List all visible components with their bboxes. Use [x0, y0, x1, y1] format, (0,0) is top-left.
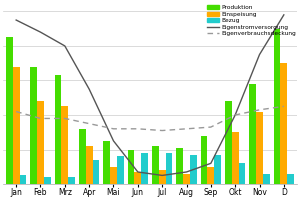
Bar — [238, 163, 245, 184]
Bar — [128, 150, 134, 184]
Bar — [117, 156, 124, 184]
Bar — [232, 132, 238, 184]
Legend: Produktion, Einspeisung, Bezug, Eigenstromversorgung, Eigenverbrauchsdeckung: Produktion, Einspeisung, Bezug, Eigenstr… — [206, 4, 297, 37]
Bar — [176, 148, 183, 184]
Bar — [20, 175, 26, 184]
Bar — [93, 160, 99, 184]
Bar — [141, 153, 148, 184]
Bar — [13, 67, 20, 184]
Bar — [274, 29, 280, 184]
Bar — [6, 37, 13, 184]
Bar — [134, 172, 141, 184]
Bar — [44, 177, 51, 184]
Bar — [152, 146, 159, 184]
Bar — [159, 170, 166, 184]
Bar — [249, 84, 256, 184]
Bar — [214, 155, 221, 184]
Bar — [61, 106, 68, 184]
Bar — [287, 174, 294, 184]
Bar — [280, 63, 287, 184]
Bar — [37, 101, 44, 184]
Bar — [79, 129, 86, 184]
Bar — [166, 153, 172, 184]
Bar — [110, 167, 117, 184]
Bar — [86, 146, 93, 184]
Bar — [263, 174, 270, 184]
Bar — [190, 155, 197, 184]
Bar — [55, 75, 62, 184]
Bar — [68, 177, 75, 184]
Bar — [30, 67, 37, 184]
Bar — [207, 167, 214, 184]
Bar — [225, 101, 232, 184]
Bar — [183, 174, 190, 184]
Bar — [256, 112, 263, 184]
Bar — [103, 141, 110, 184]
Bar — [201, 136, 207, 184]
